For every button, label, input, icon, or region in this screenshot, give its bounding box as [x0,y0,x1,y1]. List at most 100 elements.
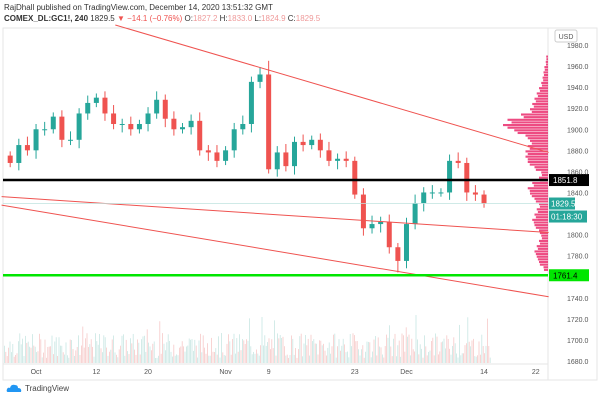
candle-body [309,139,315,146]
volume-bar [13,356,15,363]
volume-profile-bar [525,134,548,137]
volume-bar [282,336,284,363]
volume-profile-bar [543,266,548,269]
volume-profile-bar [545,60,548,63]
volume-bar [349,333,351,363]
volume-bar [25,335,26,363]
volume-bar [312,341,313,363]
volume-bar [373,339,375,363]
volume-bar [481,334,483,363]
volume-bar [446,335,448,363]
volume-bar [225,355,226,363]
volume-bar [240,350,242,363]
volume-profile-bar [530,192,548,195]
volume-bar [292,338,294,363]
volume-bar [29,346,30,363]
candle-body [223,150,229,161]
volume-bar [153,341,155,363]
volume-bar [46,357,47,363]
volume-bar [5,351,7,363]
volume-bar [186,346,187,363]
volume-profile-bar [532,102,548,106]
volume-profile-bar [546,55,548,58]
volume-bar [452,345,453,363]
volume-profile-bar [527,160,548,163]
volume-bar [117,357,119,363]
volume-bar [236,338,238,363]
volume-bar [146,329,148,363]
volume-bar [162,333,163,363]
volume-bar [81,345,82,363]
candle-body [231,129,237,151]
volume-bar [375,336,376,363]
volume-bar [121,335,123,363]
volume-bar [334,333,336,363]
volume-bar [177,355,179,363]
volume-bar [116,354,117,363]
volume-profile-bar [541,237,548,240]
volume-profile-bar [539,202,548,206]
volume-bar [106,347,107,363]
volume-bar [102,352,103,363]
volume-bar [418,354,420,363]
volume-bar [11,352,12,363]
volume-bar [125,339,127,363]
volume-bar [128,354,130,363]
candle-body [257,74,263,82]
candle-body [93,97,99,103]
volume-bar [390,346,392,363]
publish-info: RajDhall published on TradingView.com, D… [4,3,273,12]
volume-bar [471,340,473,363]
volume-bar [41,357,43,363]
volume-profile-bar [529,189,548,192]
volume-bar [95,333,96,363]
volume-bar [170,351,172,363]
volume-bar [439,351,441,363]
volume-bar [212,351,214,363]
volume-bar [214,351,215,363]
x-tick-label: 9 [267,369,271,376]
volume-bar [389,325,390,363]
volume-profile-bar [541,171,548,174]
volume-bar [244,343,246,363]
volume-bar [331,346,333,363]
candle-body [42,129,48,131]
volume-bar [410,355,411,363]
volume-bar [482,346,484,363]
volume-bar [219,357,221,363]
volume-bar [288,357,289,363]
volume-bar [330,353,331,363]
candle-body [154,99,160,114]
volume-bar [274,320,275,363]
candle-body [300,141,306,146]
volume-bar [328,342,330,363]
volume-profile-bar [531,110,548,113]
candle-body [162,99,168,119]
volume-bar [344,344,345,363]
volume-bar [438,354,439,363]
volume-bar [23,356,25,363]
volume-bar [173,344,175,363]
candle-body [455,160,461,163]
volume-bar [362,345,364,363]
volume-bar [72,349,74,363]
volume-bar [4,345,5,363]
volume-profile-bar [534,166,548,169]
volume-bar [401,333,403,363]
volume-bar [291,335,292,363]
candle-body [76,113,82,140]
currency-box[interactable] [554,29,578,43]
volume-profile-bar [534,97,548,100]
volume-bar [180,346,182,363]
volume-profile-bar [537,247,548,250]
volume-bar [442,341,443,363]
volume-bar [383,357,385,363]
volume-bar [394,333,396,363]
volume-profile-bar [535,168,548,171]
volume-bar [299,336,301,363]
volume-bar [341,345,343,363]
volume-profile-bar [539,239,548,242]
volume-bar [355,341,357,363]
volume-bar [421,348,422,363]
